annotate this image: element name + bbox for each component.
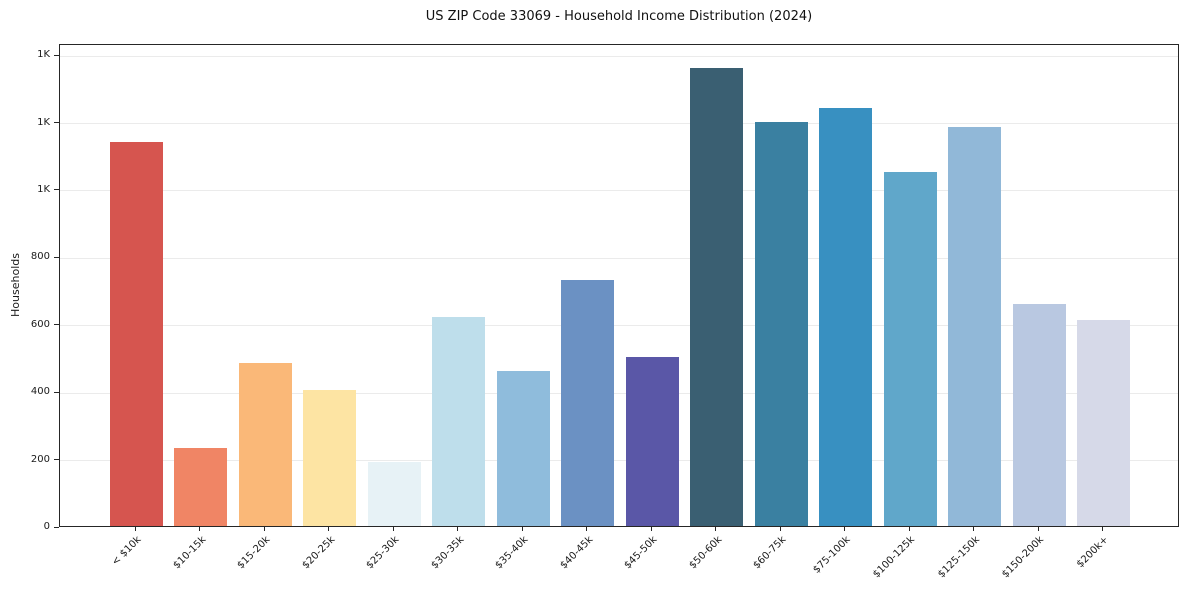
x-tick-mark <box>715 527 717 531</box>
gridline <box>60 325 1178 327</box>
gridline <box>60 123 1178 125</box>
x-tick-mark <box>650 527 652 531</box>
bar <box>174 448 228 526</box>
y-tick-label: 1K <box>37 116 50 128</box>
bar <box>883 172 937 526</box>
bar <box>1012 303 1066 526</box>
bar <box>561 279 615 526</box>
chart-title: US ZIP Code 33069 - Household Income Dis… <box>425 9 813 24</box>
x-tick-mark <box>521 527 523 531</box>
x-tick-mark <box>908 527 910 531</box>
y-tick-mark <box>54 54 59 56</box>
gridline <box>60 55 1178 57</box>
x-tick-mark <box>1102 527 1104 531</box>
bar <box>754 121 808 526</box>
bar <box>819 108 873 526</box>
y-axis-label: Households <box>9 253 22 317</box>
x-tick-mark <box>586 527 588 531</box>
bar <box>109 141 163 526</box>
y-tick-mark <box>54 122 59 124</box>
bar <box>625 357 679 526</box>
bar <box>948 126 1002 526</box>
gridline <box>60 257 1178 259</box>
x-tick-mark <box>844 527 846 531</box>
y-tick-label: 1K <box>37 183 50 195</box>
bar <box>496 370 550 526</box>
y-tick-label: 0 <box>43 521 50 532</box>
plot-area <box>59 44 1179 527</box>
x-tick-mark <box>973 527 975 531</box>
y-tick-label: 800 <box>30 251 50 263</box>
y-tick-mark <box>54 526 59 528</box>
y-tick-label: 600 <box>30 318 50 330</box>
y-tick-mark <box>54 324 59 326</box>
bar <box>432 317 486 526</box>
gridline <box>60 190 1178 192</box>
bar <box>367 461 421 526</box>
bar <box>238 362 292 526</box>
x-tick-mark <box>392 527 394 531</box>
y-tick-label: 1K <box>37 49 50 61</box>
y-tick-mark <box>54 189 59 191</box>
x-tick-mark <box>134 527 136 531</box>
x-tick-mark <box>328 527 330 531</box>
x-tick-mark <box>779 527 781 531</box>
y-tick-mark <box>54 256 59 258</box>
x-tick-mark <box>199 527 201 531</box>
gridline <box>60 392 1178 394</box>
y-tick-mark <box>54 459 59 461</box>
gridline <box>60 460 1178 462</box>
y-tick-label: 400 <box>30 386 50 398</box>
y-tick-mark <box>54 391 59 393</box>
bar <box>690 67 744 526</box>
x-tick-mark <box>263 527 265 531</box>
bar <box>1077 320 1131 526</box>
bar <box>303 389 357 526</box>
y-tick-label: 200 <box>30 453 50 465</box>
x-tick-mark <box>457 527 459 531</box>
x-tick-mark <box>1037 527 1039 531</box>
